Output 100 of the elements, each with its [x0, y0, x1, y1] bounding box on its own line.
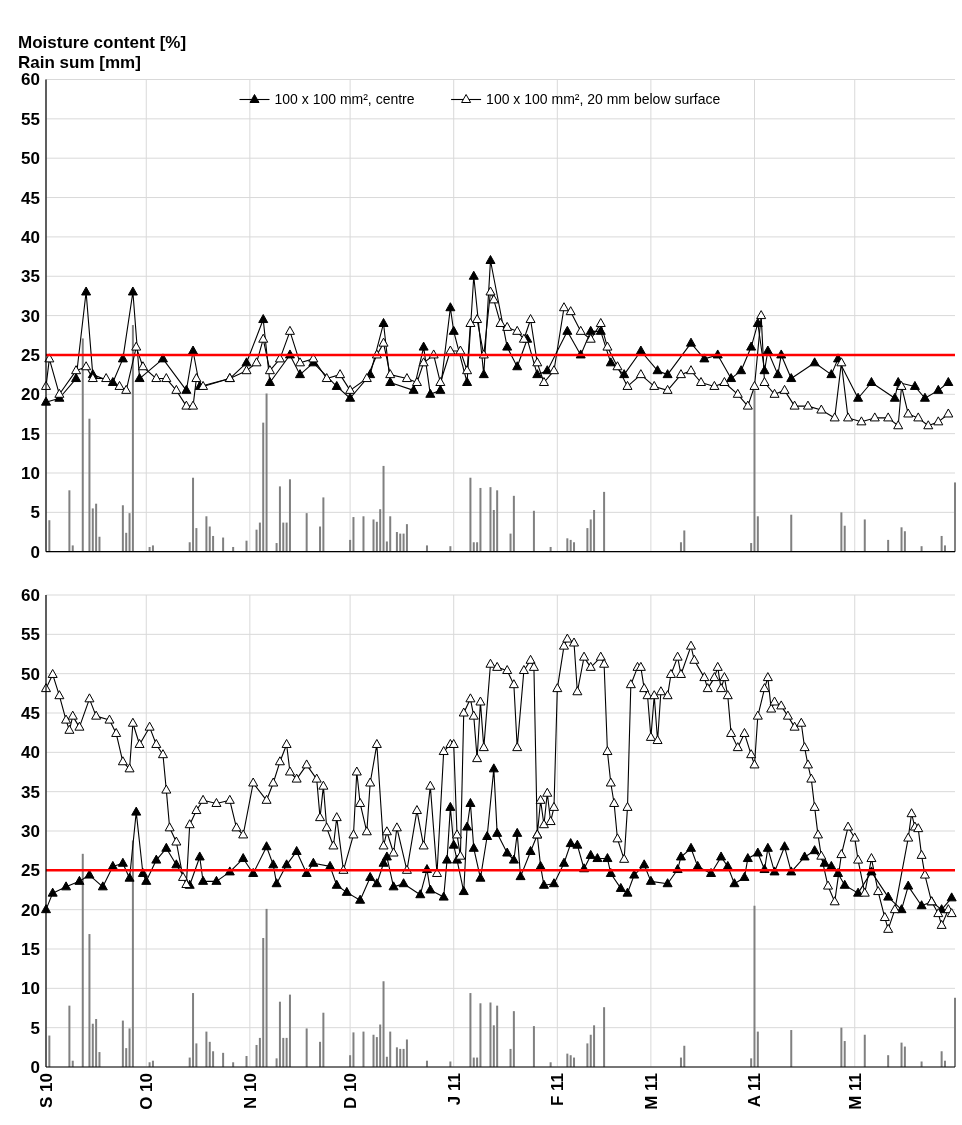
bar	[940, 535, 943, 552]
y-tick-label: 40	[21, 227, 40, 247]
x-tick-label: J 11	[444, 1073, 464, 1106]
bar	[205, 1031, 208, 1067]
bar	[362, 516, 365, 552]
bar	[940, 1051, 943, 1067]
bar	[95, 1019, 98, 1067]
legend-label: 100 x 100 mm², centre	[274, 91, 415, 108]
bar	[48, 1035, 51, 1067]
bar	[569, 539, 572, 552]
bar	[205, 516, 208, 552]
bar	[405, 1039, 408, 1067]
bar	[756, 516, 759, 552]
y-tick-label: 60	[21, 585, 40, 605]
bar	[305, 1028, 308, 1067]
bar	[683, 1045, 686, 1067]
bar	[379, 509, 382, 552]
y-tick-label: 55	[21, 625, 40, 645]
bar	[245, 540, 248, 552]
bar	[756, 1031, 759, 1067]
y-tick-label: 10	[21, 979, 40, 999]
bar	[372, 519, 375, 552]
bar	[586, 528, 589, 552]
bar	[48, 520, 51, 552]
y-tick-label: 45	[21, 703, 40, 723]
y-tick-label: 50	[21, 664, 40, 684]
bar	[121, 1020, 124, 1067]
bar	[352, 517, 355, 552]
bar	[790, 514, 793, 552]
x-tick-label: M 11	[845, 1073, 865, 1110]
bar	[192, 993, 195, 1067]
y-tick-label: 35	[21, 782, 40, 802]
x-tick-label: A 11	[745, 1073, 765, 1108]
bar	[88, 418, 91, 552]
bar	[603, 1007, 606, 1067]
y-tick-label: 0	[30, 542, 40, 562]
bar	[586, 1043, 589, 1067]
bar	[288, 994, 291, 1067]
bar	[382, 981, 385, 1067]
y-tick-label: 5	[30, 503, 40, 523]
bar	[593, 509, 596, 552]
bar	[305, 513, 308, 552]
y-tick-label: 30	[21, 306, 40, 326]
bar	[262, 937, 265, 1067]
y-tick-label: 50	[21, 149, 40, 169]
bar	[469, 993, 472, 1067]
y-tick-label: 30	[21, 821, 40, 841]
bar	[379, 1024, 382, 1067]
bar	[920, 1061, 923, 1067]
y-tick-label: 5	[30, 1018, 40, 1038]
bar	[91, 508, 94, 552]
bar	[920, 546, 923, 552]
bar	[322, 1012, 325, 1067]
bar	[903, 1046, 906, 1067]
bar	[265, 908, 268, 1067]
y-tick-label: 15	[21, 939, 40, 959]
bar	[405, 524, 408, 552]
bar	[208, 1041, 211, 1067]
y-tick-label: 35	[21, 267, 40, 287]
bar	[389, 1031, 392, 1067]
bar	[95, 503, 98, 552]
bar	[278, 486, 281, 552]
bar	[278, 1001, 281, 1067]
bar	[489, 487, 492, 552]
bar	[479, 1003, 482, 1067]
y-tick-label: 25	[21, 861, 40, 881]
bar	[192, 477, 195, 552]
x-tick-label: D 10	[341, 1073, 361, 1109]
bar	[449, 1061, 452, 1067]
bar	[566, 538, 569, 552]
bar	[887, 539, 890, 552]
y-tick-label: 45	[21, 188, 40, 208]
x-tick-label: F 11	[548, 1073, 568, 1107]
bar	[496, 1005, 499, 1067]
y-tick-label: 25	[21, 345, 40, 365]
bar	[372, 1034, 375, 1067]
bar	[208, 526, 211, 552]
bar	[382, 465, 385, 552]
bar	[496, 490, 499, 552]
y-axis-title: Moisture content [%] Rain sum [mm]	[18, 32, 187, 72]
bar	[603, 491, 606, 552]
bar	[389, 516, 392, 552]
bar	[840, 512, 843, 552]
bar	[68, 1005, 71, 1067]
bar	[512, 495, 515, 552]
bar	[245, 1055, 248, 1067]
bar	[954, 482, 956, 552]
bar	[753, 905, 756, 1067]
bar	[790, 1030, 793, 1067]
x-tick-label: M 11	[641, 1073, 661, 1110]
bar	[68, 490, 71, 552]
bar	[843, 525, 846, 552]
x-tick-label: O 10	[137, 1073, 157, 1110]
bar	[863, 519, 866, 552]
bar	[395, 1047, 398, 1067]
bar	[91, 1023, 94, 1067]
bar	[593, 1025, 596, 1067]
bar	[265, 393, 268, 552]
bar	[903, 531, 906, 552]
bar	[288, 479, 291, 552]
